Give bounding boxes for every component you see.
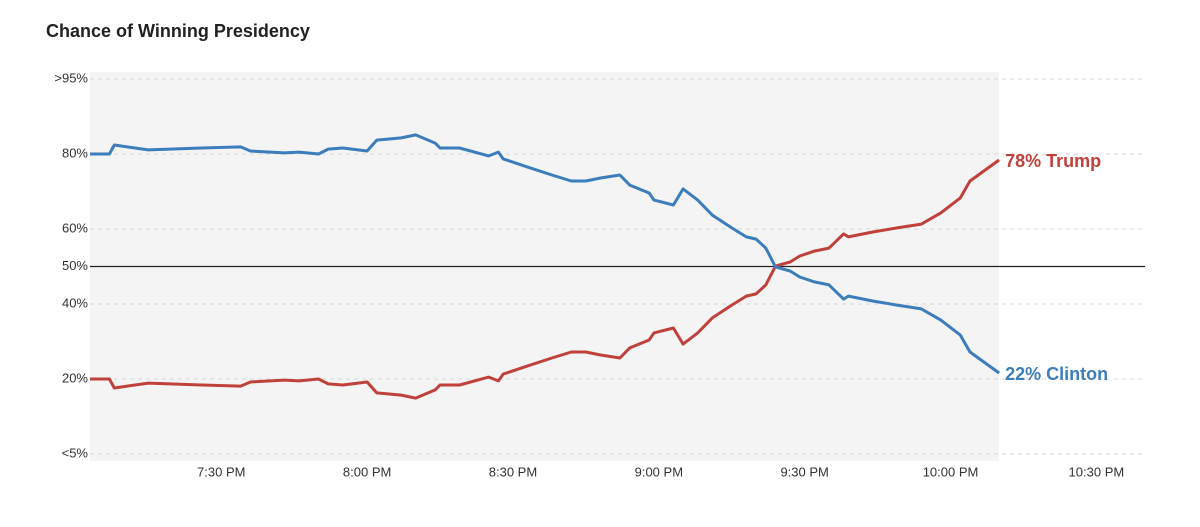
y-tick-label: 80% — [62, 145, 88, 160]
y-tick-label: <5% — [62, 445, 89, 460]
y-tick-label: 40% — [62, 295, 88, 310]
x-tick-label: 10:00 PM — [923, 464, 979, 479]
x-tick-label: 10:30 PM — [1069, 464, 1125, 479]
y-tick-label: 20% — [62, 370, 88, 385]
y-tick-label: 50% — [62, 258, 88, 273]
line-series — [90, 158, 1000, 400]
series-label: 22% Clinton — [1005, 364, 1108, 384]
chart-title: Chance of Winning Presidency — [46, 21, 310, 41]
x-tick-label: 9:30 PM — [780, 464, 828, 479]
y-tick-label: 60% — [62, 220, 88, 235]
y-tick-label: >95% — [54, 70, 88, 85]
x-tick-label: 8:30 PM — [489, 464, 537, 479]
x-tick-label: 9:00 PM — [635, 464, 683, 479]
x-tick-label: 7:30 PM — [197, 464, 245, 479]
series-label: 78% Trump — [1005, 151, 1101, 171]
line-series — [90, 133, 1000, 375]
x-tick-label: 8:00 PM — [343, 464, 391, 479]
